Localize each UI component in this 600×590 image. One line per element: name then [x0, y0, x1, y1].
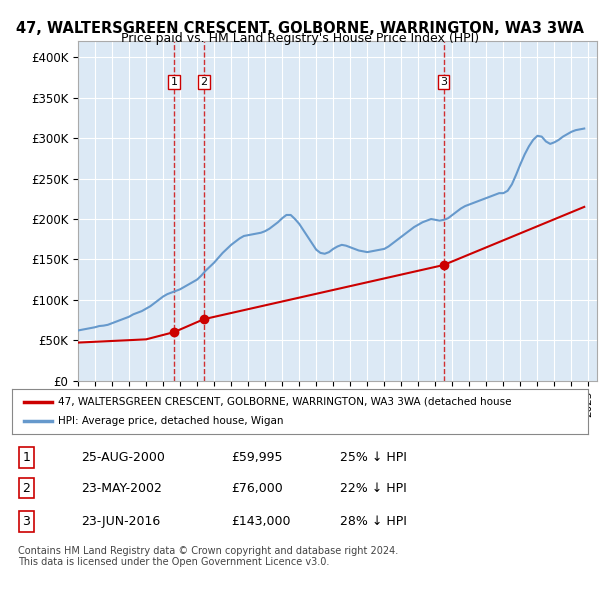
- Text: £143,000: £143,000: [231, 514, 290, 528]
- Text: 2: 2: [200, 77, 208, 87]
- Text: Contains HM Land Registry data © Crown copyright and database right 2024.
This d: Contains HM Land Registry data © Crown c…: [18, 546, 398, 568]
- Text: 22% ↓ HPI: 22% ↓ HPI: [340, 481, 407, 495]
- Text: 25-AUG-2000: 25-AUG-2000: [81, 451, 165, 464]
- Text: 47, WALTERSGREEN CRESCENT, GOLBORNE, WARRINGTON, WA3 3WA (detached house: 47, WALTERSGREEN CRESCENT, GOLBORNE, WAR…: [58, 397, 512, 407]
- Text: 47, WALTERSGREEN CRESCENT, GOLBORNE, WARRINGTON, WA3 3WA: 47, WALTERSGREEN CRESCENT, GOLBORNE, WAR…: [16, 21, 584, 35]
- Text: £76,000: £76,000: [231, 481, 283, 495]
- Text: 3: 3: [22, 514, 31, 528]
- Text: 28% ↓ HPI: 28% ↓ HPI: [340, 514, 407, 528]
- Text: 2: 2: [22, 481, 31, 495]
- Text: £59,995: £59,995: [231, 451, 283, 464]
- Text: 3: 3: [440, 77, 447, 87]
- Text: HPI: Average price, detached house, Wigan: HPI: Average price, detached house, Wiga…: [58, 417, 284, 426]
- Text: 1: 1: [22, 451, 31, 464]
- Text: Price paid vs. HM Land Registry's House Price Index (HPI): Price paid vs. HM Land Registry's House …: [121, 32, 479, 45]
- Text: 23-JUN-2016: 23-JUN-2016: [81, 514, 160, 528]
- Text: 1: 1: [170, 77, 178, 87]
- Text: 25% ↓ HPI: 25% ↓ HPI: [340, 451, 407, 464]
- Text: 23-MAY-2002: 23-MAY-2002: [81, 481, 162, 495]
